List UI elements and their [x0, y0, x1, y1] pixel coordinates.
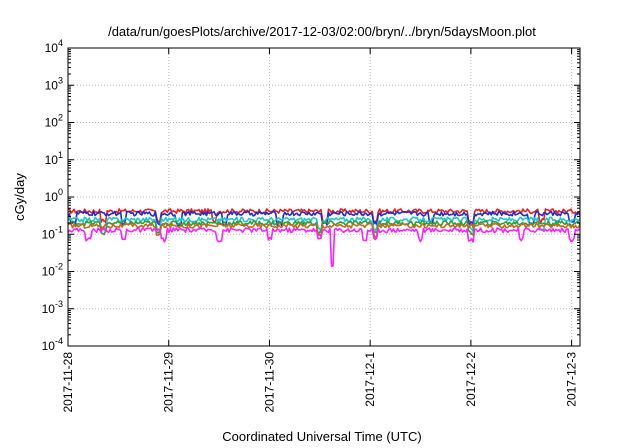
x-tick-label: 2017-11-29 [162, 352, 176, 413]
grid [67, 48, 580, 346]
chart-title: /data/run/goesPlots/archive/2017-12-03/0… [108, 24, 536, 39]
x-tick-label: 2017-11-30 [262, 352, 276, 413]
series-line [67, 220, 581, 236]
x-tick-label: 2017-12-3 [565, 352, 579, 407]
series-line [67, 216, 581, 233]
y-tick-label: 103 [45, 75, 63, 92]
series-line [67, 222, 581, 238]
y-tick-label: 10-3 [42, 299, 63, 316]
x-axis: 2017-11-28 2017-11-29 2017-11-30 2017-12-1 2… [61, 48, 579, 413]
y-tick-label: 100 [45, 187, 63, 204]
y-tick-label: 10-2 [42, 262, 63, 279]
y-tick-label: 102 [45, 113, 63, 130]
y-axis: 10-4 10-3 10-2 10-1 100 101 102 103 104 [42, 38, 580, 353]
series-line [67, 227, 581, 267]
x-tick-label: 2017-11-28 [61, 352, 75, 413]
x-tick-label: 2017-12-2 [464, 352, 478, 407]
y-tick-label: 104 [45, 38, 63, 55]
y-tick-label: 10-1 [42, 224, 63, 241]
y-tick-label: 10-4 [42, 336, 63, 353]
x-axis-label: Coordinated Universal Time (UTC) [222, 429, 421, 444]
y-tick-label: 101 [45, 150, 63, 167]
series-layer [67, 208, 581, 267]
x-tick-label: 2017-12-1 [363, 352, 377, 407]
y-axis-label: cGy/day [12, 173, 27, 221]
